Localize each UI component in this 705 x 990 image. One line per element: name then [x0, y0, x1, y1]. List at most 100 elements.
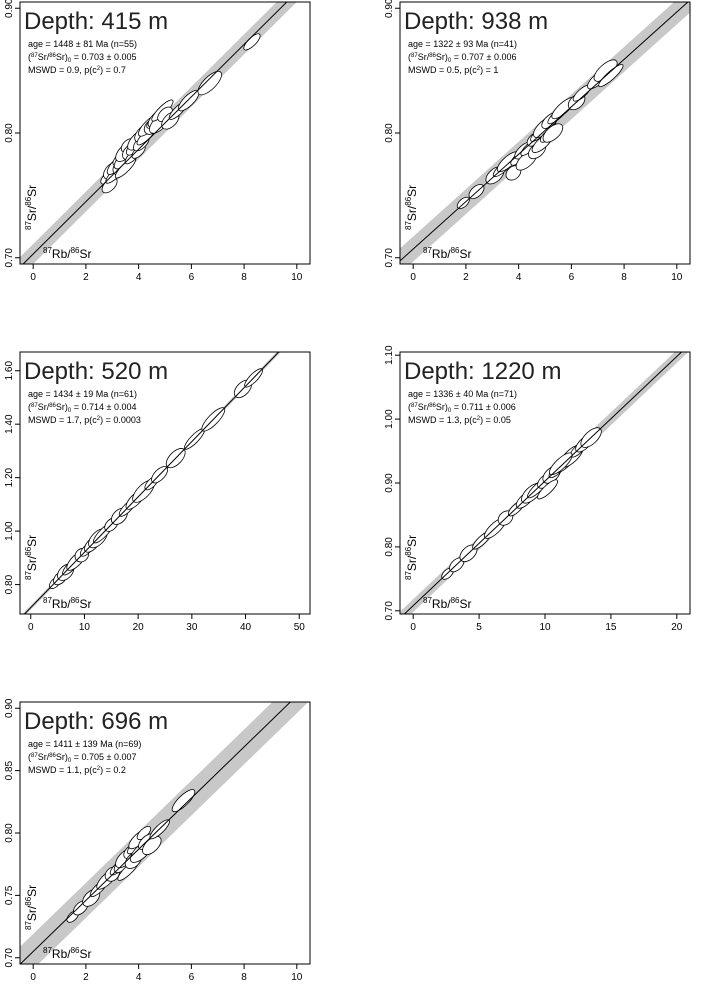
- y-tick-label: 0.70: [384, 601, 395, 621]
- x-tick-label: 10: [79, 622, 91, 633]
- y-tick-label: 0.70: [4, 948, 15, 968]
- x-tick-label: 0: [410, 272, 416, 283]
- isochron-chart-1: 0 2 4 6 8 10 0.70 0.80 0.90 87Rb/86Sr 87Sr/86Sr Dep…: [4, 0, 311, 283]
- x-tick-label: 40: [240, 622, 252, 633]
- mswd-stat: MSWD = 1.1, p(c2) = 0.2: [28, 765, 126, 775]
- panel-title: Depth: 520 m: [24, 358, 168, 385]
- data-point-ellipse: [598, 64, 624, 88]
- y-tick-label: 1.40: [4, 414, 15, 434]
- age-stat: age = 1448 ± 81 Ma (n=55): [28, 39, 137, 49]
- x-axis-label: 87Rb/86Sr: [423, 246, 472, 261]
- y-tick-label: 0.80: [4, 574, 15, 594]
- x-tick-label: 4: [516, 272, 522, 283]
- plot-area: [20, 702, 309, 964]
- isochron-line: [403, 352, 683, 614]
- y-tick-label: 1.00: [384, 409, 395, 429]
- x-tick-label: 8: [621, 272, 627, 283]
- isochron-chart-3: 0 10 20 30 40 50 0.80 1.00 1.20 1.40 1.60 87Rb/86Sr…: [4, 351, 311, 633]
- y-tick-label: 0.80: [384, 537, 395, 557]
- mswd-stat: MSWD = 0.9, p(c2) = 0.7: [28, 65, 126, 75]
- x-tick-label: 8: [241, 272, 247, 283]
- plot-frame: [19, 351, 311, 615]
- x-axis-label: 87Rb/86Sr: [43, 596, 92, 611]
- x-tick-label: 30: [186, 622, 198, 633]
- isochron-line: [22, 2, 288, 264]
- isochron-line: [400, 2, 689, 262]
- initial-ratio-stat: (87Sr/86Sr)0 = 0.714 ± 0.004: [28, 402, 136, 414]
- y-tick-label: 0.90: [4, 698, 15, 718]
- x-tick-label: 6: [569, 272, 575, 283]
- plot-area: [20, 2, 297, 264]
- y-tick-label: 0.90: [384, 0, 395, 18]
- data-point-ellipse: [197, 70, 223, 96]
- isochron-chart-2: 0 2 4 6 8 10 0.70 0.80 0.90 87Rb/86Sr 87Sr/86Sr Dep…: [384, 0, 691, 283]
- isochron-chart-5: 0 2 4 6 8 10 0.70 0.75 0.80 0.85 0.90 87Rb/86Sr 87Sr…: [4, 698, 311, 983]
- x-tick-label: 2: [83, 972, 89, 983]
- x-tick-label: 15: [605, 622, 617, 633]
- age-stat: age = 1322 ± 93 Ma (n=41): [408, 39, 517, 49]
- panel-title: Depth: 415 m: [24, 8, 168, 35]
- x-tick-label: 0: [30, 272, 36, 283]
- isochron-line: [20, 702, 292, 964]
- y-axis-label: 87Sr/86Sr: [404, 185, 419, 230]
- panel-title: Depth: 938 m: [404, 8, 548, 35]
- x-tick-label: 10: [291, 972, 303, 983]
- y-axis-label: 87Sr/86Sr: [24, 185, 39, 230]
- data-point-ellipse: [549, 452, 573, 476]
- y-tick-label: 0.80: [4, 823, 15, 843]
- x-tick-label: 6: [189, 972, 195, 983]
- isochron-line: [23, 352, 280, 614]
- plot-area: [400, 352, 689, 614]
- y-tick-label: 0.70: [4, 248, 15, 268]
- initial-ratio-stat: (87Sr/86Sr)0 = 0.703 ± 0.005: [28, 52, 136, 64]
- data-point-ellipse: [537, 479, 559, 500]
- x-tick-label: 5: [476, 622, 482, 633]
- initial-ratio-stat: (87Sr/86Sr)0 = 0.705 ± 0.007: [28, 752, 136, 764]
- x-tick-label: 8: [241, 972, 247, 983]
- age-stat: age = 1434 ± 19 Ma (n=61): [28, 389, 137, 399]
- data-point-ellipse: [542, 123, 564, 143]
- y-tick-label: 0.80: [4, 123, 15, 143]
- mswd-stat: MSWD = 0.5, p(c2) = 1: [408, 65, 498, 75]
- y-tick-label: 0.85: [4, 760, 15, 780]
- y-tick-label: 1.10: [384, 345, 395, 365]
- x-tick-label: 4: [136, 972, 142, 983]
- y-tick-label: 0.80: [384, 123, 395, 143]
- initial-ratio-stat: (87Sr/86Sr)0 = 0.707 ± 0.006: [408, 52, 516, 64]
- mswd-stat: MSWD = 1.3, p(c2) = 0.05: [408, 415, 511, 425]
- age-stat: age = 1411 ± 139 Ma (n=69): [28, 739, 141, 749]
- x-tick-label: 0: [30, 972, 36, 983]
- x-tick-label: 4: [136, 272, 142, 283]
- y-tick-label: 1.60: [4, 361, 15, 381]
- mswd-stat: MSWD = 1.7, p(c2) = 0.0003: [28, 415, 141, 425]
- y-tick-label: 0.70: [384, 248, 395, 268]
- y-axis-label: 87Sr/86Sr: [404, 535, 419, 580]
- x-tick-label: 10: [539, 622, 551, 633]
- x-tick-label: 6: [189, 272, 195, 283]
- plot-area: [22, 352, 281, 614]
- data-point-ellipse: [456, 196, 470, 210]
- isochron-chart-4: 0 5 10 15 20 0.70 0.80 0.90 1.00 1.10 87Rb/86Sr 87S…: [384, 345, 691, 633]
- panel-title: Depth: 696 m: [24, 708, 168, 735]
- x-tick-label: 0: [28, 622, 34, 633]
- y-tick-label: 0.75: [4, 885, 15, 905]
- y-axis-label: 87Sr/86Sr: [24, 535, 39, 580]
- x-tick-label: 2: [463, 272, 469, 283]
- y-tick-label: 1.20: [4, 467, 15, 487]
- x-tick-label: 10: [671, 272, 683, 283]
- y-tick-label: 0.90: [4, 0, 15, 18]
- x-tick-label: 20: [671, 622, 683, 633]
- x-tick-label: 2: [83, 272, 89, 283]
- x-tick-label: 50: [294, 622, 306, 633]
- y-tick-label: 0.90: [384, 473, 395, 493]
- x-tick-label: 0: [410, 622, 416, 633]
- x-tick-label: 10: [291, 272, 303, 283]
- initial-ratio-stat: (87Sr/86Sr)0 = 0.711 ± 0.006: [408, 402, 516, 414]
- y-tick-label: 1.00: [4, 521, 15, 541]
- panel-title: Depth: 1220 m: [404, 358, 561, 385]
- plot-area: [400, 2, 690, 264]
- age-stat: age = 1336 ± 40 Ma (n=71): [408, 389, 517, 399]
- x-axis-label: 87Rb/86Sr: [423, 596, 472, 611]
- x-axis-label: 87Rb/86Sr: [43, 946, 92, 961]
- data-point-ellipse: [171, 789, 196, 813]
